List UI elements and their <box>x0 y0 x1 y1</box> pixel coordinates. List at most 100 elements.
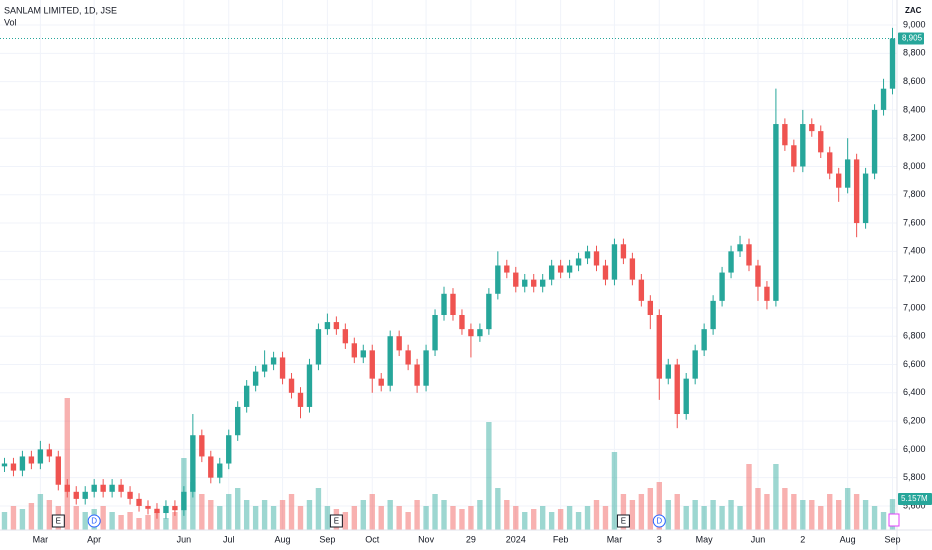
candle-body <box>620 244 627 259</box>
candle-body <box>208 456 214 478</box>
y-tick-label: 8,400 <box>903 104 926 114</box>
volume-bar <box>127 512 133 530</box>
volume-bar <box>100 506 106 530</box>
volume-bar <box>746 464 752 530</box>
candle-body <box>154 508 160 514</box>
candles <box>1 27 896 519</box>
y-tick-label: 5,600 <box>903 500 926 510</box>
axes: 5,600 5,800 6,000 6,200 6,400 6,600 6,800 7,000… <box>0 19 932 544</box>
candle-body <box>800 124 806 167</box>
event-label: D <box>656 517 662 526</box>
volume-bar <box>459 509 465 530</box>
volume-bar <box>378 506 384 530</box>
volume-bar <box>692 500 698 530</box>
candle-body <box>324 322 331 330</box>
event-marker[interactable] <box>51 514 65 528</box>
candle-body <box>710 300 716 330</box>
candle-body <box>773 124 779 301</box>
candle-body <box>468 329 474 337</box>
volume-bar <box>504 500 510 530</box>
volume-bar <box>656 482 662 530</box>
volume-bar <box>710 500 716 530</box>
candle-body <box>611 244 618 280</box>
candle-body <box>145 505 151 509</box>
candle-body <box>602 265 609 280</box>
volume-bar <box>414 500 420 530</box>
candle-body <box>764 286 770 301</box>
candle-body <box>880 88 887 110</box>
candle-body <box>82 491 88 499</box>
volume-bar <box>10 506 17 530</box>
x-tick-label: Mar <box>607 534 623 544</box>
volume-bar <box>396 506 402 530</box>
event-marker[interactable] <box>87 514 101 528</box>
volume-bar <box>593 500 600 530</box>
candle-body <box>441 293 447 316</box>
volume-bar <box>1 512 8 530</box>
y-tick-label: 6,600 <box>903 359 926 369</box>
x-tick-label: Jun <box>751 534 766 544</box>
candle-body <box>871 109 878 174</box>
volume-bar <box>844 488 851 530</box>
volume-bar <box>755 488 761 530</box>
candle-body <box>656 315 662 379</box>
candle-body <box>450 293 456 316</box>
candle-body <box>755 265 761 287</box>
volume-bar <box>665 500 671 530</box>
volume-bar <box>261 500 268 530</box>
candle-body <box>37 449 44 464</box>
candle-body <box>539 279 546 287</box>
volume-bar <box>387 500 393 530</box>
volume-bar <box>324 506 331 530</box>
volume-bar <box>701 506 707 530</box>
candle-body <box>297 392 304 407</box>
volume-bar <box>190 482 196 530</box>
volume-bar <box>405 512 411 530</box>
candle-body <box>504 265 510 273</box>
x-tick-label: 29 <box>466 534 476 544</box>
y-tick-label: 8,600 <box>903 76 926 86</box>
candle-body <box>315 329 322 365</box>
candle-body <box>351 343 358 358</box>
y-tick-label: 6,400 <box>903 387 926 397</box>
candle-body <box>531 279 537 287</box>
candle-body <box>836 173 842 188</box>
candle-body <box>387 336 393 386</box>
volume-bar <box>800 500 806 530</box>
candle-body <box>396 336 402 351</box>
candle-body <box>378 378 384 386</box>
volume-bar <box>764 494 770 530</box>
volume-bar <box>423 506 429 530</box>
candle-body <box>136 498 142 506</box>
x-tick-label: Mar <box>33 534 49 544</box>
volume-bar <box>306 500 313 530</box>
candle-body <box>746 244 752 266</box>
event-marker[interactable] <box>616 514 630 528</box>
event-marker[interactable] <box>652 514 666 528</box>
candle-body <box>692 350 698 379</box>
candle-body <box>91 484 97 492</box>
y-tick-label: 8,200 <box>903 133 926 143</box>
event-marker[interactable] <box>888 513 900 527</box>
candle-body <box>100 484 106 492</box>
volume-bar <box>37 494 44 530</box>
currency-label[interactable]: ZAC <box>905 6 922 15</box>
grid <box>0 0 897 530</box>
volume-bar <box>620 494 627 530</box>
y-tick-label: 9,000 <box>903 19 926 29</box>
candle-body <box>270 357 277 365</box>
candle-body <box>432 315 438 351</box>
volume-bar <box>522 512 528 530</box>
event-marker[interactable] <box>329 514 343 528</box>
volume-title: Vol <box>4 17 17 27</box>
volume-bar <box>566 506 573 530</box>
volume-bar <box>674 494 680 530</box>
volume-bar <box>728 500 734 530</box>
volume-bar <box>719 506 725 530</box>
candle-body <box>674 364 680 415</box>
volume-bar <box>432 494 438 530</box>
volume-bar <box>82 512 88 530</box>
volume-bar <box>270 506 277 530</box>
volume-bar <box>351 506 358 530</box>
